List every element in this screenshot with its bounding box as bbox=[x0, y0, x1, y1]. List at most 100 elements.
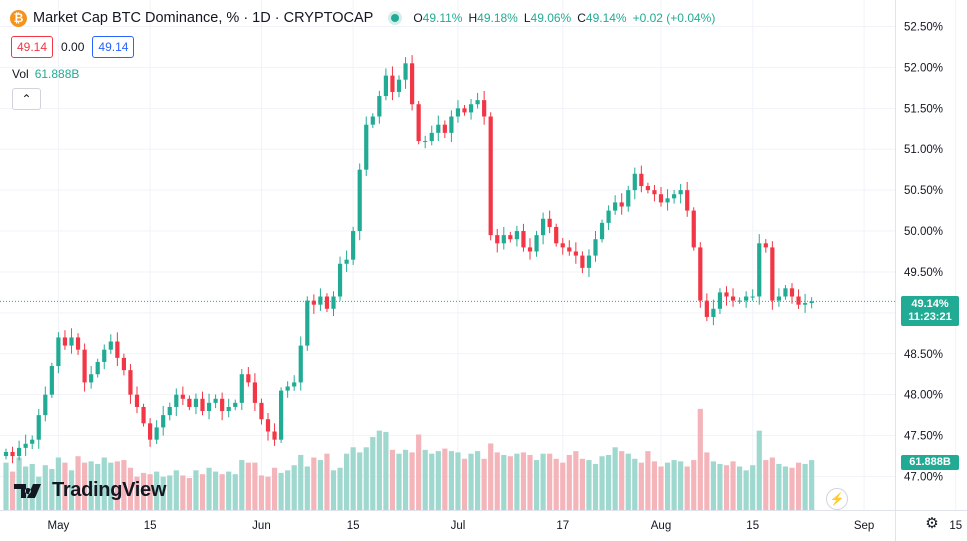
volume-bar bbox=[809, 460, 815, 510]
candle-body bbox=[220, 398, 225, 412]
volume-bar bbox=[802, 463, 808, 510]
candle bbox=[390, 66, 395, 101]
candle-body bbox=[206, 402, 212, 412]
volume-bar bbox=[416, 434, 422, 510]
candle bbox=[514, 225, 519, 247]
volume-bar bbox=[147, 474, 153, 510]
candle bbox=[776, 288, 781, 307]
y-tick-label: 50.50% bbox=[904, 185, 943, 197]
volume-bar bbox=[363, 447, 369, 510]
tradingview-logo[interactable]: TradingView bbox=[14, 479, 166, 502]
candle-body bbox=[560, 243, 565, 248]
candle-body bbox=[796, 296, 801, 305]
candle bbox=[36, 408, 41, 449]
volume-bar bbox=[82, 462, 88, 510]
candle-body bbox=[43, 394, 48, 416]
y-tick-label: 49.50% bbox=[904, 267, 943, 279]
y-tick-label: 51.00% bbox=[904, 144, 943, 156]
volume-legend[interactable]: Vol 61.888B bbox=[12, 67, 79, 81]
brand-name: TradingView bbox=[52, 479, 167, 501]
symbol-title[interactable]: Market Cap BTC Dominance, % · 1D · CRYPT… bbox=[33, 10, 374, 26]
candle bbox=[10, 446, 15, 464]
candle bbox=[285, 381, 290, 398]
candle-body bbox=[534, 235, 539, 252]
volume-bar bbox=[285, 470, 291, 510]
volume-bar bbox=[271, 467, 278, 510]
candle-body bbox=[396, 79, 402, 92]
candle-body bbox=[167, 406, 172, 416]
candle bbox=[383, 68, 388, 101]
candle bbox=[161, 405, 166, 436]
volume-bar bbox=[553, 458, 559, 510]
volume-bar bbox=[304, 466, 310, 510]
candle-body bbox=[737, 300, 742, 302]
x-tick-label: Jun bbox=[252, 520, 271, 532]
volume-bar bbox=[789, 467, 795, 510]
candle-body bbox=[619, 202, 624, 207]
volume-bar bbox=[782, 466, 789, 510]
volume-bar bbox=[422, 449, 428, 510]
candle bbox=[200, 391, 205, 416]
buy-price-button[interactable]: 49.14 bbox=[92, 36, 135, 58]
volume-bar bbox=[547, 453, 553, 510]
y-tick-label: 48.00% bbox=[904, 390, 943, 402]
y-tick-label: 50.00% bbox=[904, 226, 943, 238]
volume-bar bbox=[344, 453, 350, 510]
volume-bar bbox=[756, 430, 762, 510]
volume-bar bbox=[579, 458, 585, 510]
volume-bar bbox=[638, 462, 644, 510]
volume-bar bbox=[232, 474, 238, 510]
candle bbox=[652, 184, 657, 202]
candle bbox=[416, 100, 421, 145]
candle-body bbox=[69, 337, 74, 346]
candle-body bbox=[717, 292, 723, 309]
volume-bar bbox=[140, 472, 147, 510]
volume-bar bbox=[173, 470, 179, 510]
lightning-icon[interactable]: ⚡ bbox=[826, 488, 848, 510]
candle bbox=[43, 386, 48, 422]
candle bbox=[331, 291, 336, 316]
volume-bar bbox=[573, 451, 579, 510]
candle-body bbox=[265, 419, 271, 432]
candle-body bbox=[134, 394, 140, 407]
candle-body bbox=[259, 402, 264, 420]
candle bbox=[377, 90, 382, 124]
tradingview-icon bbox=[14, 483, 41, 498]
candle bbox=[527, 238, 533, 260]
volume-bar bbox=[186, 478, 192, 510]
candle bbox=[121, 353, 126, 376]
x-tick-label: Aug bbox=[651, 520, 671, 532]
y-tick-label: 52.00% bbox=[904, 62, 943, 74]
last-volume-label: 61.888B bbox=[901, 455, 959, 470]
collapse-legend-button[interactable]: ⌃ bbox=[12, 88, 41, 110]
candle bbox=[619, 193, 624, 215]
candle bbox=[586, 249, 592, 278]
candle bbox=[279, 387, 284, 443]
volume-bar bbox=[167, 475, 173, 510]
candle bbox=[534, 230, 539, 257]
candle-body bbox=[410, 63, 415, 105]
gear-icon[interactable]: ⚙ bbox=[925, 515, 939, 532]
candle-body bbox=[102, 349, 107, 362]
sell-price-button[interactable]: 49.14 bbox=[11, 36, 54, 58]
candle bbox=[626, 185, 631, 212]
candle-body bbox=[449, 116, 454, 133]
candle bbox=[108, 334, 113, 354]
candle-body bbox=[252, 382, 257, 403]
volume-bar bbox=[298, 454, 304, 510]
grid bbox=[0, 0, 957, 510]
volume-bar bbox=[317, 460, 323, 510]
candle-body bbox=[665, 198, 670, 203]
candle bbox=[750, 289, 755, 301]
candle-body bbox=[468, 104, 474, 113]
candle-body bbox=[128, 370, 133, 395]
candle bbox=[82, 343, 87, 392]
candle-body bbox=[115, 341, 120, 358]
candle bbox=[75, 333, 81, 355]
candle-body bbox=[318, 296, 323, 305]
volume-bar bbox=[651, 461, 658, 510]
y-tick-label: 48.50% bbox=[904, 349, 943, 361]
candle-body bbox=[82, 349, 87, 383]
candle bbox=[134, 386, 140, 414]
